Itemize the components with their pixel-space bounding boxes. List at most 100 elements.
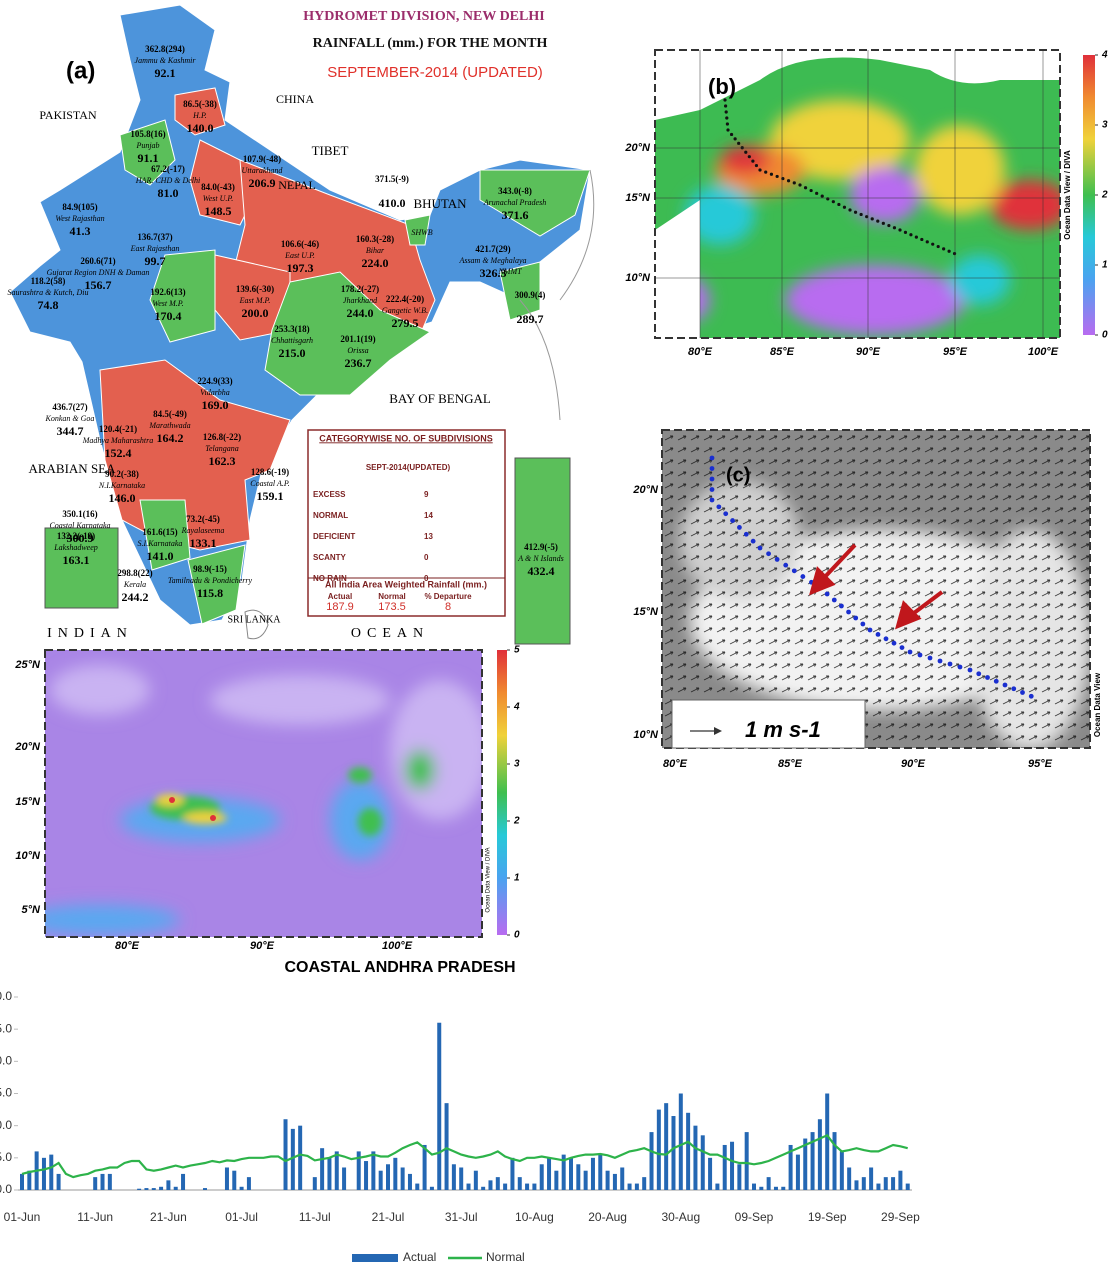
bar	[101, 1174, 105, 1190]
lat-label: 15°N	[625, 192, 651, 204]
bar	[796, 1155, 800, 1190]
subdivision-normal: 169.0	[202, 398, 229, 412]
track-point	[1011, 686, 1016, 691]
track-point	[839, 604, 844, 609]
subdivision-actual: 84.5(-49)	[153, 409, 187, 419]
subdivision-name: Assam & Meghalaya	[458, 256, 526, 265]
subdivision-normal: 344.7	[57, 424, 84, 438]
bar	[518, 1177, 522, 1190]
subdivision-normal: 99.7	[145, 254, 166, 268]
subdivision-actual: 86.5(-38)	[183, 99, 217, 109]
track-point	[821, 195, 824, 198]
subdivision-normal: 200.0	[242, 306, 269, 320]
track-point	[787, 179, 790, 182]
subdivision-normal: 140.0	[187, 121, 214, 135]
subdivision-actual: 128.6(-19)	[251, 467, 289, 477]
bar	[144, 1188, 148, 1190]
bar	[767, 1177, 771, 1190]
credit: Ocean Data View	[1093, 672, 1102, 737]
track-point	[884, 636, 889, 641]
track-point	[815, 192, 818, 195]
subdivision-normal: 236.7	[345, 356, 372, 370]
track-point	[792, 568, 797, 573]
track-point	[832, 200, 835, 203]
track-point	[724, 104, 727, 107]
subdivision-actual: 105.8(16)	[130, 129, 165, 139]
bar	[686, 1113, 690, 1190]
bar	[137, 1189, 141, 1190]
y-tick-label: 15.0	[0, 1086, 12, 1100]
subdivision-normal: 224.0	[362, 256, 389, 270]
track-point	[938, 659, 943, 664]
colorbar-tick-label: 2	[1101, 190, 1108, 201]
subdivision-name: Orissa	[347, 346, 368, 355]
bar	[335, 1151, 339, 1190]
bar	[313, 1177, 317, 1190]
bar	[225, 1167, 229, 1190]
bar	[606, 1171, 610, 1190]
line	[22, 1135, 908, 1177]
lon-label: 80°E	[688, 346, 713, 358]
subdivision-actual: 178.2(-27)	[341, 284, 379, 294]
track-point	[908, 650, 913, 655]
track-point	[723, 511, 728, 516]
bar	[620, 1167, 624, 1190]
subdivision-normal: 152.4	[105, 446, 132, 460]
track-point	[892, 641, 897, 646]
track-point	[737, 525, 742, 530]
subdivision-name: Tamilnadu & Pondicherry	[168, 576, 253, 585]
track-point	[798, 183, 801, 186]
x-tick-label: 31-Jul	[445, 1210, 478, 1224]
lon-label: 90°E	[901, 758, 926, 770]
chart-title: COASTAL ANDHRA PRADESH	[284, 959, 515, 976]
subdivision-normal: 244.2	[122, 590, 149, 604]
track-point	[876, 632, 881, 637]
subdivision-name: N.I.Karnataka	[98, 481, 145, 490]
bar	[481, 1187, 485, 1190]
subdivision-name: Jammu & Kashmir	[135, 56, 197, 65]
colorbar-tick-label: 2	[513, 816, 520, 827]
subdivision-name: Telangana	[205, 444, 239, 453]
bar	[430, 1187, 434, 1190]
figure: (a) HYDROMET DIVISION, NEW DELHI RAINFAL…	[0, 0, 1114, 1268]
bar	[884, 1177, 888, 1190]
track-point	[730, 133, 733, 136]
x-tick-label: 01-Jul	[225, 1210, 258, 1224]
bar	[701, 1135, 705, 1190]
bar	[671, 1116, 675, 1190]
x-tick-label: 21-Jul	[372, 1210, 405, 1224]
table-count: 14	[424, 511, 433, 520]
track-point	[737, 142, 740, 145]
table-category: SCANTY	[313, 553, 347, 562]
track-point	[1020, 690, 1025, 695]
bar	[181, 1174, 185, 1190]
x-tick-label: 29-Sep	[881, 1210, 920, 1224]
track-point	[726, 122, 729, 125]
place-label: PAKISTAN	[39, 108, 97, 122]
track-point	[918, 653, 923, 658]
subdivision-actual: 73.2(-45)	[186, 514, 220, 524]
x-tick-label: 10-Aug	[515, 1210, 554, 1224]
track-point	[758, 168, 761, 171]
track-point	[730, 518, 735, 523]
subdivision-actual: 126.8(-22)	[203, 432, 241, 442]
lat-label: 10°N	[633, 729, 659, 741]
lon-label: 95°E	[1028, 758, 1053, 770]
track-point	[758, 546, 763, 551]
track-point	[710, 477, 715, 482]
lon-label: 95°E	[943, 346, 968, 358]
track-point	[904, 231, 907, 234]
bar	[57, 1174, 61, 1190]
track-point	[775, 557, 780, 562]
track-point	[710, 456, 715, 461]
track-point	[848, 208, 851, 211]
subdivision-normal: 197.3	[287, 261, 314, 275]
bar	[554, 1171, 558, 1190]
colorbar-tick-label: 3	[1102, 120, 1108, 131]
y-tick-label: 25.0	[0, 1021, 12, 1035]
lon-label: 100°E	[382, 940, 413, 952]
bar	[342, 1167, 346, 1190]
y-tick-label: 30.0	[0, 989, 12, 1003]
bar	[833, 1132, 837, 1190]
panel-label: (a)	[66, 57, 95, 84]
